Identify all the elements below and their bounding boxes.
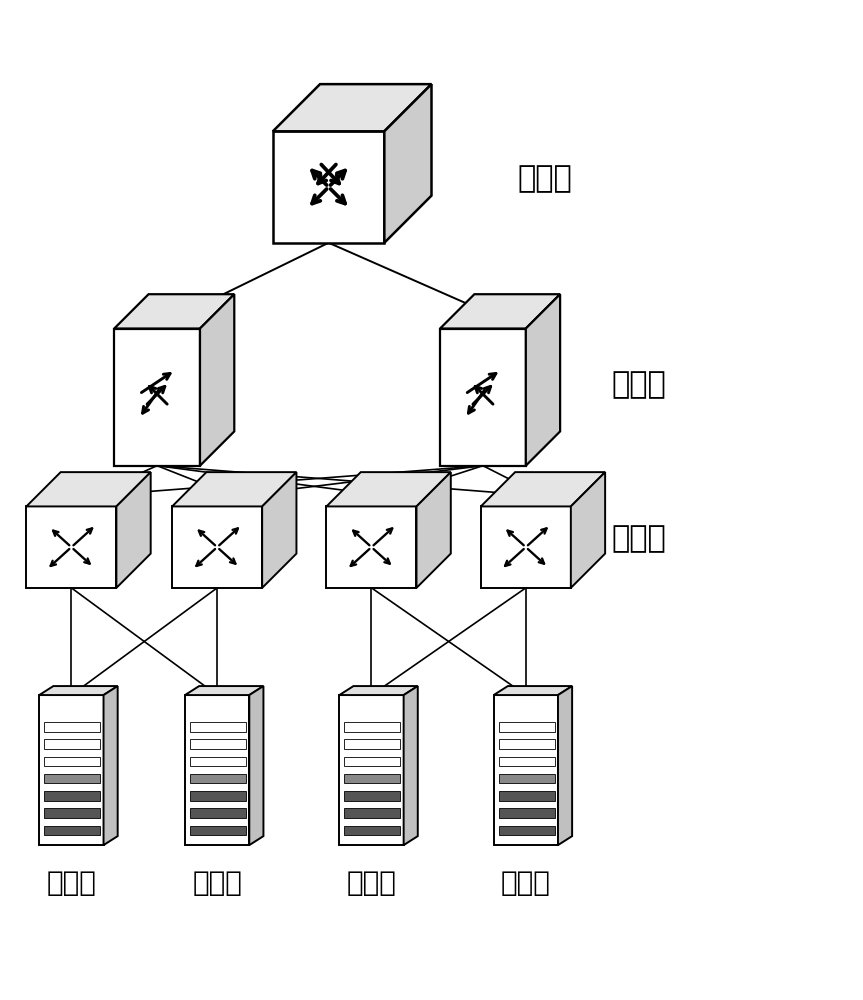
Polygon shape	[440, 329, 526, 466]
Polygon shape	[185, 686, 263, 695]
Polygon shape	[404, 686, 418, 845]
Polygon shape	[114, 329, 200, 466]
Bar	[344, 826, 400, 835]
Polygon shape	[326, 472, 450, 506]
Polygon shape	[200, 294, 234, 466]
Polygon shape	[262, 472, 297, 588]
Bar	[190, 826, 246, 835]
Polygon shape	[172, 506, 262, 588]
Bar	[44, 774, 100, 783]
Polygon shape	[39, 695, 104, 845]
Text: 服务器: 服务器	[47, 869, 97, 897]
Bar	[190, 774, 246, 783]
Bar	[344, 757, 400, 766]
Polygon shape	[249, 686, 263, 845]
Bar	[344, 808, 400, 818]
Bar	[499, 808, 555, 818]
Bar	[44, 808, 100, 818]
Polygon shape	[384, 84, 432, 243]
Polygon shape	[27, 506, 117, 588]
Polygon shape	[494, 695, 558, 845]
Bar	[344, 791, 400, 801]
Polygon shape	[570, 472, 605, 588]
Polygon shape	[440, 294, 560, 329]
Polygon shape	[339, 695, 404, 845]
Bar	[499, 757, 555, 766]
Polygon shape	[27, 472, 151, 506]
Polygon shape	[39, 686, 117, 695]
Text: 服务器: 服务器	[501, 869, 551, 897]
Bar	[190, 739, 246, 749]
Bar	[190, 808, 246, 818]
Polygon shape	[114, 294, 234, 329]
Bar	[44, 757, 100, 766]
Bar	[44, 722, 100, 732]
Polygon shape	[326, 506, 417, 588]
Bar	[44, 826, 100, 835]
Bar	[499, 739, 555, 749]
Bar	[499, 722, 555, 732]
Bar	[344, 739, 400, 749]
Polygon shape	[339, 686, 418, 695]
Bar	[499, 774, 555, 783]
Bar	[499, 791, 555, 801]
Polygon shape	[172, 472, 297, 506]
Bar	[344, 774, 400, 783]
Bar	[44, 739, 100, 749]
Polygon shape	[526, 294, 560, 466]
Polygon shape	[104, 686, 117, 845]
Polygon shape	[117, 472, 151, 588]
Bar	[190, 722, 246, 732]
Text: 服务器: 服务器	[192, 869, 243, 897]
Polygon shape	[417, 472, 450, 588]
Text: 核心层: 核心层	[517, 164, 572, 193]
Polygon shape	[185, 695, 249, 845]
Bar	[499, 826, 555, 835]
Text: 汇聚层: 汇聚层	[612, 370, 666, 399]
Text: 服务器: 服务器	[347, 869, 396, 897]
Bar	[190, 791, 246, 801]
Polygon shape	[273, 84, 432, 131]
Polygon shape	[558, 686, 572, 845]
Polygon shape	[273, 131, 384, 243]
Bar	[344, 722, 400, 732]
Polygon shape	[481, 506, 570, 588]
Bar	[190, 757, 246, 766]
Polygon shape	[494, 686, 572, 695]
Text: 接入层: 接入层	[612, 524, 666, 553]
Polygon shape	[481, 472, 605, 506]
Bar	[44, 791, 100, 801]
